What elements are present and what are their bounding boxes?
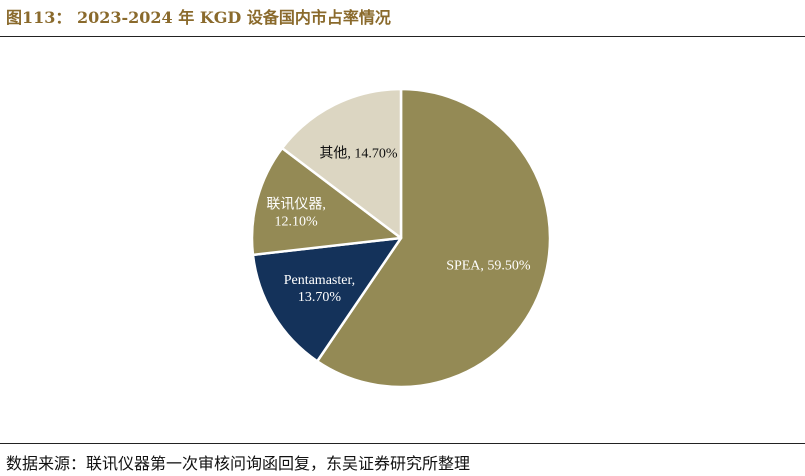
slice-label-line: SPEA, 59.50% <box>446 258 531 273</box>
pie-slice-1 <box>251 236 403 363</box>
slice-label-line: Pentamaster, <box>284 273 355 288</box>
bottom-divider <box>0 443 805 444</box>
pie-slice-2 <box>250 146 403 257</box>
top-divider <box>0 36 805 37</box>
slice-label-line: 12.10% <box>275 215 319 230</box>
slice-label-0: SPEA, 59.50% <box>446 258 531 273</box>
slice-label-2: 联讯仪器, 12.10% <box>266 197 326 230</box>
slice-label-line: 其他, 14.70% <box>319 146 397 162</box>
slice-label-3: 其他, 14.70% <box>319 146 397 162</box>
slice-label-line: 联讯仪器, <box>266 197 326 213</box>
pie-slice-0 <box>316 87 552 389</box>
source-note: 数据来源：联讯仪器第一次审核问询函回复，东吴证券研究所整理 <box>6 454 471 473</box>
slice-label-line: 13.70% <box>298 290 342 305</box>
slice-label-1: Pentamaster, 13.70% <box>284 273 355 305</box>
pie-slice-3 <box>280 87 403 240</box>
chart-title: 图113： 2023-2024 年 KGD 设备国内市占率情况 <box>6 8 391 27</box>
